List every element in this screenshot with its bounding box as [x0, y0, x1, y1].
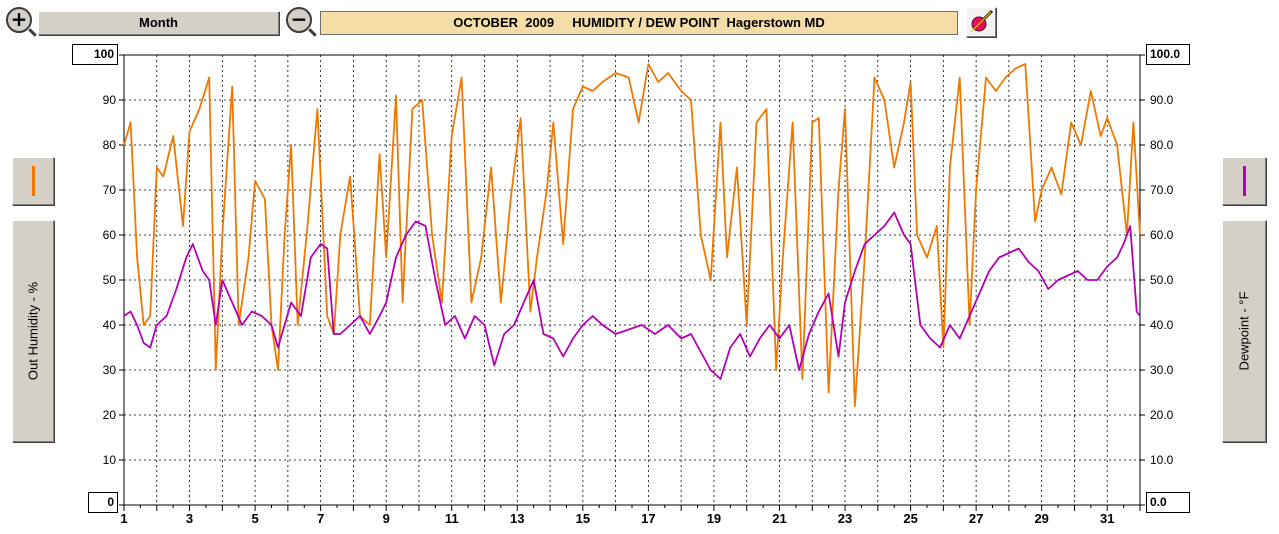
x-tick-label: 1 — [120, 511, 127, 526]
x-tick-label: 25 — [903, 511, 917, 526]
right-axis-label-button[interactable]: Dewpoint - °F — [1222, 220, 1266, 442]
left-y-tick-label: 80 — [103, 138, 117, 152]
left-y-tick-label: 20 — [103, 408, 117, 422]
left-axis-max-box[interactable]: 100 — [72, 44, 118, 65]
dewpoint-legend-swatch — [1243, 166, 1246, 196]
x-tick-label: 29 — [1034, 511, 1048, 526]
x-tick-label: 27 — [969, 511, 983, 526]
x-tick-label: 15 — [576, 511, 590, 526]
x-tick-label: 21 — [772, 511, 786, 526]
paint-icon[interactable] — [966, 7, 996, 37]
x-tick-label: 3 — [186, 511, 193, 526]
plot-frame — [123, 54, 1141, 506]
left-y-tick-label: 40 — [103, 318, 117, 332]
right-y-tick-label: 80.0 — [1150, 138, 1174, 152]
x-tick-label: 19 — [707, 511, 721, 526]
right-y-tick-label: 90.0 — [1150, 93, 1174, 107]
right-y-tick-label: 70.0 — [1150, 183, 1174, 197]
right-y-tick-label: 50.0 — [1150, 273, 1174, 287]
left-y-tick-label: 50 — [103, 273, 117, 287]
x-tick-label: 31 — [1100, 511, 1114, 526]
left-y-tick-label: 10 — [103, 453, 117, 467]
period-button[interactable]: Month — [38, 11, 279, 35]
x-tick-label: 9 — [383, 511, 390, 526]
left-axis-min-box[interactable]: 0 — [88, 492, 118, 513]
left-y-tick-label: 90 — [103, 93, 117, 107]
x-tick-label: 23 — [838, 511, 852, 526]
humidity-series-button[interactable] — [12, 157, 54, 205]
left-y-tick-label: 30 — [103, 363, 117, 377]
x-tick-label: 7 — [317, 511, 324, 526]
right-y-tick-label: 30.0 — [1150, 363, 1174, 377]
x-tick-label: 13 — [510, 511, 524, 526]
zoom-out-icon[interactable]: − — [286, 7, 312, 33]
dewpoint-series-line — [123, 211, 1141, 380]
right-y-tick-label: 60.0 — [1150, 228, 1174, 242]
humidity-legend-swatch — [32, 166, 35, 196]
left-y-tick-label: 60 — [103, 228, 117, 242]
dewpoint-series-button[interactable] — [1222, 157, 1266, 205]
left-axis-label-button[interactable]: Out Humidity - % — [12, 220, 54, 442]
chart-title: OCTOBER 2009 HUMIDITY / DEW POINT Hagers… — [320, 11, 958, 35]
right-axis-min-box[interactable]: 0.0 — [1146, 492, 1190, 513]
right-axis-max-box[interactable]: 100.0 — [1146, 44, 1190, 65]
left-y-tick-label: 70 — [103, 183, 117, 197]
x-tick-label: 5 — [251, 511, 258, 526]
zoom-in-icon[interactable]: + — [6, 7, 32, 33]
x-tick-label: 11 — [445, 511, 459, 526]
right-y-tick-label: 40.0 — [1150, 318, 1174, 332]
right-y-tick-label: 10.0 — [1150, 453, 1174, 467]
x-tick-label: 17 — [641, 511, 655, 526]
paint-glyph-icon — [970, 9, 994, 33]
right-y-tick-label: 20.0 — [1150, 408, 1174, 422]
humidity-series-line — [123, 63, 1141, 407]
